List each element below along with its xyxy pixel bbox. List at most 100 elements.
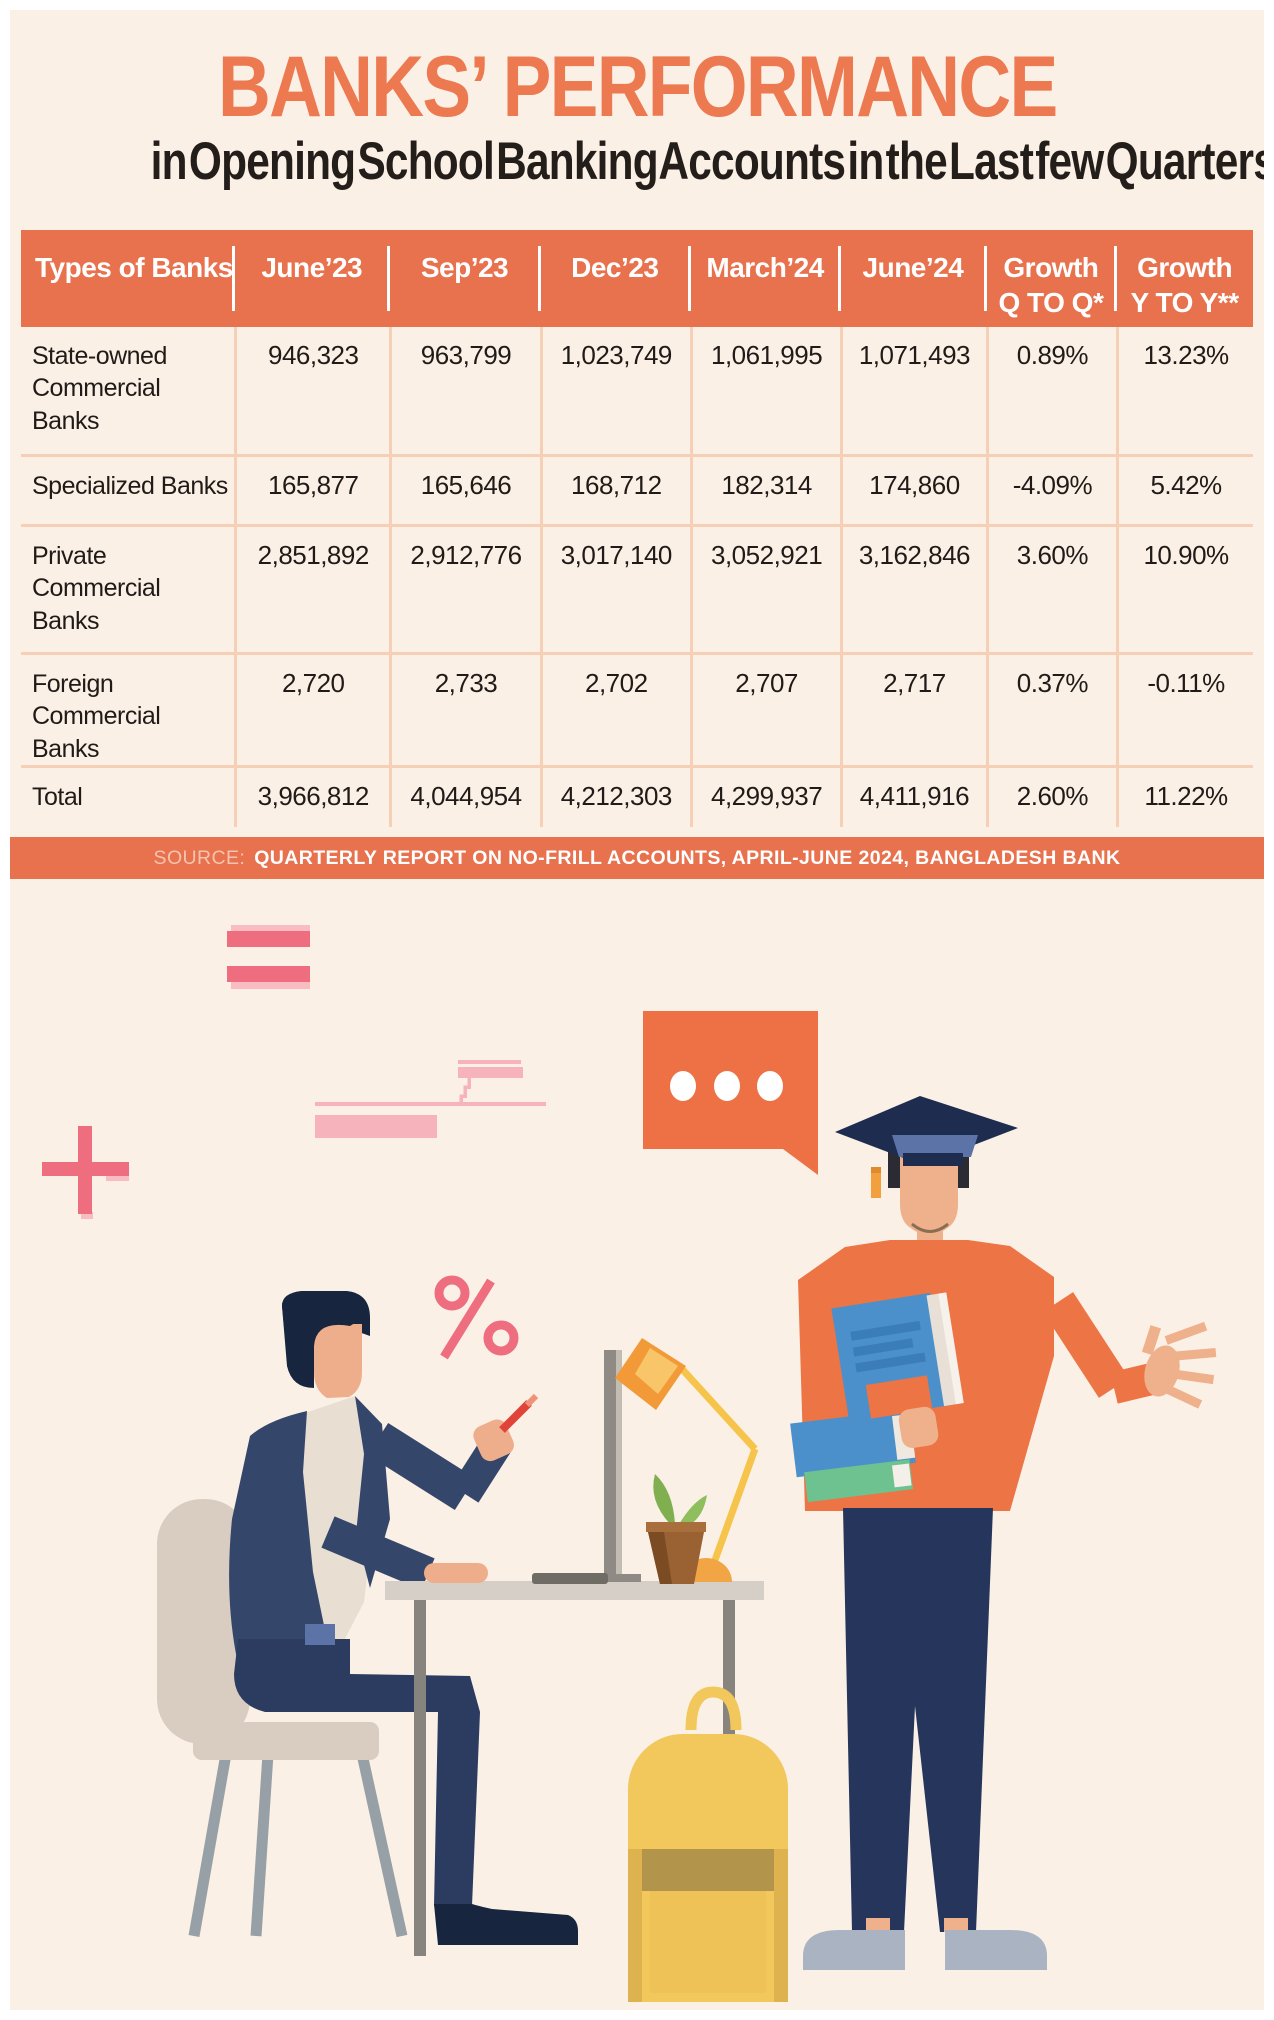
- cap-tassel: [871, 1167, 881, 1174]
- growth-qq-cell: 0.89%: [985, 326, 1117, 454]
- value-cell: 1,061,995: [689, 326, 840, 454]
- businessman-desk-arm: [321, 1516, 435, 1590]
- table-row-private: Private Commercial Banks 2,851,892 2,912…: [21, 523, 1253, 652]
- graduate-right-arm: [1042, 1292, 1130, 1398]
- belt-buckle: [305, 1624, 335, 1645]
- value-cell: 4,044,954: [389, 768, 539, 828]
- value-cell: 182,314: [689, 456, 840, 524]
- value-cell: 2,733: [389, 654, 539, 766]
- graduate-figure: [790, 1096, 1217, 1970]
- plant-leaf: [653, 1474, 675, 1524]
- value-cell: 3,052,921: [689, 526, 840, 652]
- source-bar: SOURCE: QUARTERLY REPORT ON NO-FRILL ACC…: [10, 837, 1264, 880]
- column-header-dec-23: Dec’23: [537, 230, 690, 327]
- column-header-growth-y-to-y: Growth Y TO Y**: [1114, 230, 1253, 327]
- speech-bubble-icon: [643, 1011, 818, 1175]
- table-row-foreign: Foreign Commercial Banks 2,720 2,733 2,7…: [21, 651, 1253, 766]
- growth-yy-cell: 11.22%: [1116, 768, 1253, 828]
- backpack-handle: [685, 1686, 742, 1731]
- percent-icon: [434, 1275, 519, 1360]
- column-header-types-of-banks: Types of Banks: [35, 251, 233, 283]
- subtitle-row: in Opening School Banking Accounts in th…: [10, 134, 1264, 190]
- source-label: SOURCE:: [153, 846, 246, 869]
- value-cell: 4,212,303: [539, 768, 690, 828]
- value-cell: 165,877: [234, 456, 389, 524]
- source-text: QUARTERLY REPORT ON NO-FRILL ACCOUNTS, A…: [254, 846, 1121, 869]
- growth-yy-cell: -0.11%: [1116, 654, 1253, 766]
- row-label: Specialized Banks: [32, 471, 228, 500]
- title-row: BANKS’ PERFORMANCE: [10, 44, 1264, 130]
- plus-icon: [42, 1126, 129, 1219]
- monitor: [599, 1350, 641, 1582]
- businessman-face: [314, 1324, 362, 1398]
- value-cell: 2,912,776: [389, 526, 539, 652]
- value-cell: 1,023,749: [539, 326, 690, 454]
- value-cell: 2,720: [234, 654, 389, 766]
- page-title: BANKS’ PERFORMANCE: [217, 39, 1058, 135]
- row-label: Private Commercial Banks: [32, 541, 161, 635]
- growth-qq-cell: 3.60%: [985, 526, 1117, 652]
- value-cell: 165,646: [389, 456, 539, 524]
- value-cell: 168,712: [539, 456, 690, 524]
- graduate-shoe: [803, 1930, 905, 1970]
- value-cell: 2,707: [689, 654, 840, 766]
- value-cell: 2,851,892: [234, 526, 389, 652]
- chair: [157, 1499, 408, 1938]
- graduate-ankle: [866, 1918, 890, 1932]
- value-cell: 2,717: [840, 654, 985, 766]
- businessman-figure: [229, 1291, 578, 1945]
- graduation-cap: [835, 1096, 1018, 1165]
- plant-leaf: [678, 1495, 707, 1528]
- school-banking-illustration: [42, 925, 1217, 2002]
- plant: [646, 1474, 707, 1584]
- infographic-canvas: BANKS’ PERFORMANCE in Opening School Ban…: [10, 10, 1264, 2010]
- graduate-pants: [843, 1508, 993, 1932]
- graduate-shoe: [945, 1930, 1047, 1970]
- value-cell: 174,860: [840, 456, 985, 524]
- value-cell: 2,702: [539, 654, 690, 766]
- table-row-state-owned: State-owned Commercial Banks 946,323 963…: [21, 326, 1253, 454]
- growth-qq-cell: 2.60%: [985, 768, 1117, 828]
- value-cell: 4,299,937: [689, 768, 840, 828]
- value-cell: 4,411,916: [840, 768, 985, 828]
- businessman-hand-on-desk: [424, 1563, 488, 1583]
- businessman-shin: [434, 1712, 480, 1906]
- businessman-hips: [234, 1639, 480, 1712]
- table-body: State-owned Commercial Banks 946,323 963…: [21, 326, 1253, 828]
- red-pen: [499, 1400, 532, 1433]
- table-header-row: Types of Banks June’23 Sep’23 Dec’23 Mar…: [21, 229, 1253, 327]
- value-cell: 3,966,812: [234, 768, 389, 828]
- backpack-flap: [642, 1849, 774, 1891]
- column-header-june-23: June’23: [232, 230, 389, 327]
- growth-yy-cell: 13.23%: [1116, 326, 1253, 454]
- row-label: Total: [32, 783, 83, 812]
- column-header-june-24: June’24: [838, 230, 985, 327]
- page-subtitle: in Opening School Banking Accounts in th…: [150, 132, 1264, 191]
- equals-icon: [227, 925, 310, 989]
- necklace: [911, 1222, 949, 1233]
- value-cell: 3,162,846: [840, 526, 985, 652]
- row-label: State-owned Commercial Banks: [32, 341, 167, 435]
- chart-lines-icon: [315, 1060, 546, 1138]
- growth-qq-cell: -4.09%: [985, 456, 1117, 524]
- table-row-specialized: Specialized Banks 165,877 165,646 168,71…: [21, 453, 1253, 524]
- sweater-cuff: [865, 1375, 933, 1419]
- row-label: Foreign Commercial Banks: [32, 669, 161, 763]
- green-book: [804, 1459, 914, 1503]
- value-cell: 946,323: [234, 326, 389, 454]
- growth-qq-cell: 0.37%: [985, 654, 1117, 766]
- backpack: [628, 1686, 788, 2002]
- graduate-open-hand: [1141, 1321, 1217, 1409]
- backpack-pocket: [650, 1891, 766, 1993]
- column-header-march-24: March’24: [687, 230, 840, 327]
- table-row-total: Total 3,966,812 4,044,954 4,212,303 4,29…: [21, 765, 1253, 828]
- graduate-grip-hand: [898, 1406, 939, 1448]
- graduate-ankle: [944, 1918, 968, 1932]
- banks-performance-table: Types of Banks June’23 Sep’23 Dec’23 Mar…: [21, 229, 1253, 828]
- businessman-upper-arm: [367, 1422, 476, 1511]
- growth-yy-cell: 5.42%: [1116, 456, 1253, 524]
- value-cell: 3,017,140: [539, 526, 690, 652]
- graduate-face: [900, 1154, 958, 1235]
- value-cell: 1,071,493: [840, 326, 985, 454]
